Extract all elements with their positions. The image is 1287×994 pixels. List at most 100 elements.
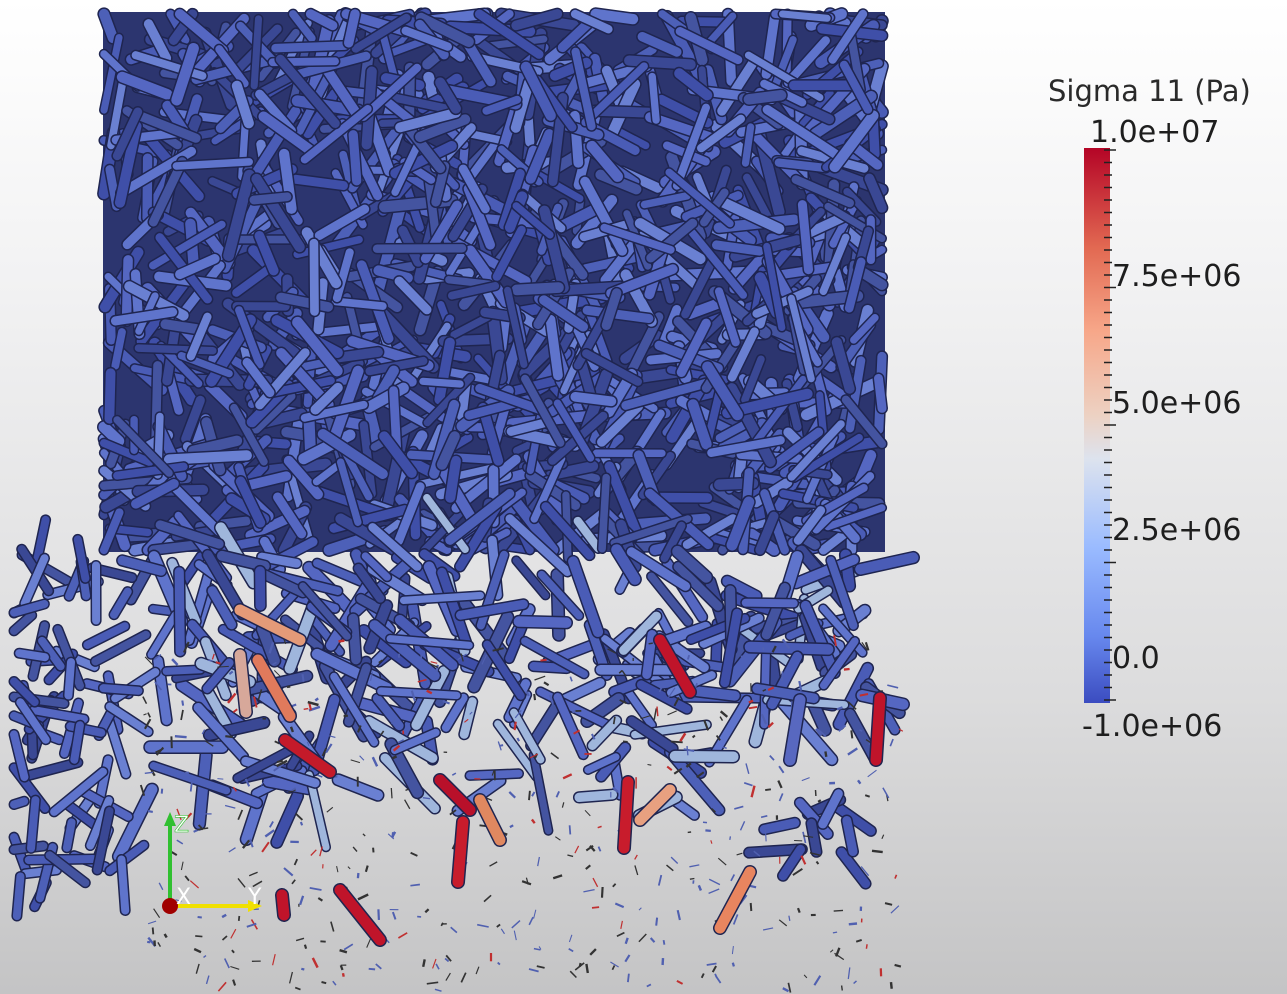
strut	[116, 71, 173, 100]
debris-fragment	[533, 693, 537, 701]
debris-fragment	[301, 673, 305, 682]
strut	[842, 816, 858, 856]
debris-fragment	[435, 963, 440, 970]
strut	[104, 368, 116, 424]
strut	[787, 420, 845, 481]
debris-fragment	[667, 710, 677, 716]
strut	[62, 818, 76, 852]
strut	[553, 693, 588, 759]
fracture-debris	[139, 635, 904, 993]
debris-fragment	[272, 661, 277, 666]
debris-fragment	[686, 654, 691, 660]
strut	[601, 288, 622, 331]
debris-fragment	[303, 944, 308, 950]
debris-fragment	[306, 741, 310, 747]
debris-fragment	[683, 748, 695, 752]
debris-fragment	[824, 751, 828, 757]
debris-fragment	[387, 833, 395, 840]
strut	[309, 238, 319, 316]
strut	[314, 204, 370, 240]
strut	[22, 758, 82, 780]
strut	[30, 706, 88, 724]
strut	[174, 567, 185, 657]
strut	[573, 516, 603, 553]
high-stress-struts	[233, 603, 887, 947]
debris-fragment	[800, 855, 807, 865]
debris-fragment	[700, 973, 705, 979]
strut	[800, 600, 840, 678]
strut	[27, 796, 40, 853]
debris-fragment	[321, 981, 327, 985]
debris-fragment	[185, 771, 190, 775]
debris-fragment	[311, 957, 319, 969]
debris-fragment	[330, 921, 335, 932]
strut	[839, 60, 873, 114]
strut	[474, 9, 544, 59]
debris-fragment	[151, 927, 155, 935]
debris-fragment	[241, 839, 251, 849]
strut	[348, 613, 361, 665]
strut	[830, 800, 876, 836]
debris-fragment	[836, 706, 843, 711]
debris-fragment	[230, 965, 240, 970]
strut	[791, 175, 854, 208]
debris-fragment	[144, 771, 154, 774]
debris-fragment	[662, 939, 666, 945]
strut	[281, 173, 348, 191]
strut	[707, 436, 785, 457]
debris-fragment	[530, 818, 536, 824]
strut	[462, 37, 496, 87]
strut	[846, 29, 865, 94]
debris-fragment	[670, 740, 683, 744]
debris-fragment	[668, 687, 676, 698]
strut	[581, 62, 648, 127]
strut	[450, 313, 492, 339]
debris-fragment	[640, 714, 652, 720]
strut	[657, 621, 711, 647]
debris-fragment	[189, 880, 200, 889]
strut	[492, 225, 526, 281]
strut	[529, 661, 572, 673]
debris-fragment	[815, 860, 820, 865]
strut	[537, 570, 583, 620]
debris-fragment	[237, 915, 241, 921]
debris-fragment	[666, 765, 673, 772]
debris-fragment	[231, 949, 235, 954]
strut	[134, 344, 217, 355]
strut	[681, 258, 716, 319]
strut	[504, 286, 528, 368]
strut	[475, 383, 547, 415]
strut	[330, 672, 378, 747]
strut	[791, 554, 859, 589]
strut	[193, 702, 248, 762]
debris-fragment	[289, 726, 295, 733]
debris-fragment	[813, 975, 822, 986]
strut	[16, 698, 50, 744]
debris-fragment	[228, 847, 236, 853]
strut	[717, 59, 757, 116]
debris-fragment	[574, 845, 580, 854]
debris-fragment	[356, 872, 360, 879]
debris-fragment	[144, 656, 153, 665]
debris-fragment	[404, 799, 411, 810]
strut	[520, 61, 556, 121]
z-axis-arrow	[164, 812, 176, 826]
strut	[251, 391, 296, 434]
colorbar-tick-label: 0.0	[1112, 641, 1160, 676]
strut	[459, 697, 477, 739]
debris-fragment	[475, 966, 480, 975]
debris-fragment	[157, 942, 161, 947]
debris-fragment	[339, 949, 348, 954]
strut	[783, 36, 830, 87]
strut	[636, 680, 692, 714]
strut	[279, 734, 336, 778]
debris-fragment	[276, 759, 284, 764]
debris-fragment	[889, 981, 893, 989]
strut	[149, 220, 226, 270]
debris-fragment	[649, 937, 656, 943]
debris-fragment	[538, 946, 542, 950]
debris-fragment	[288, 971, 294, 984]
strut	[333, 774, 383, 801]
